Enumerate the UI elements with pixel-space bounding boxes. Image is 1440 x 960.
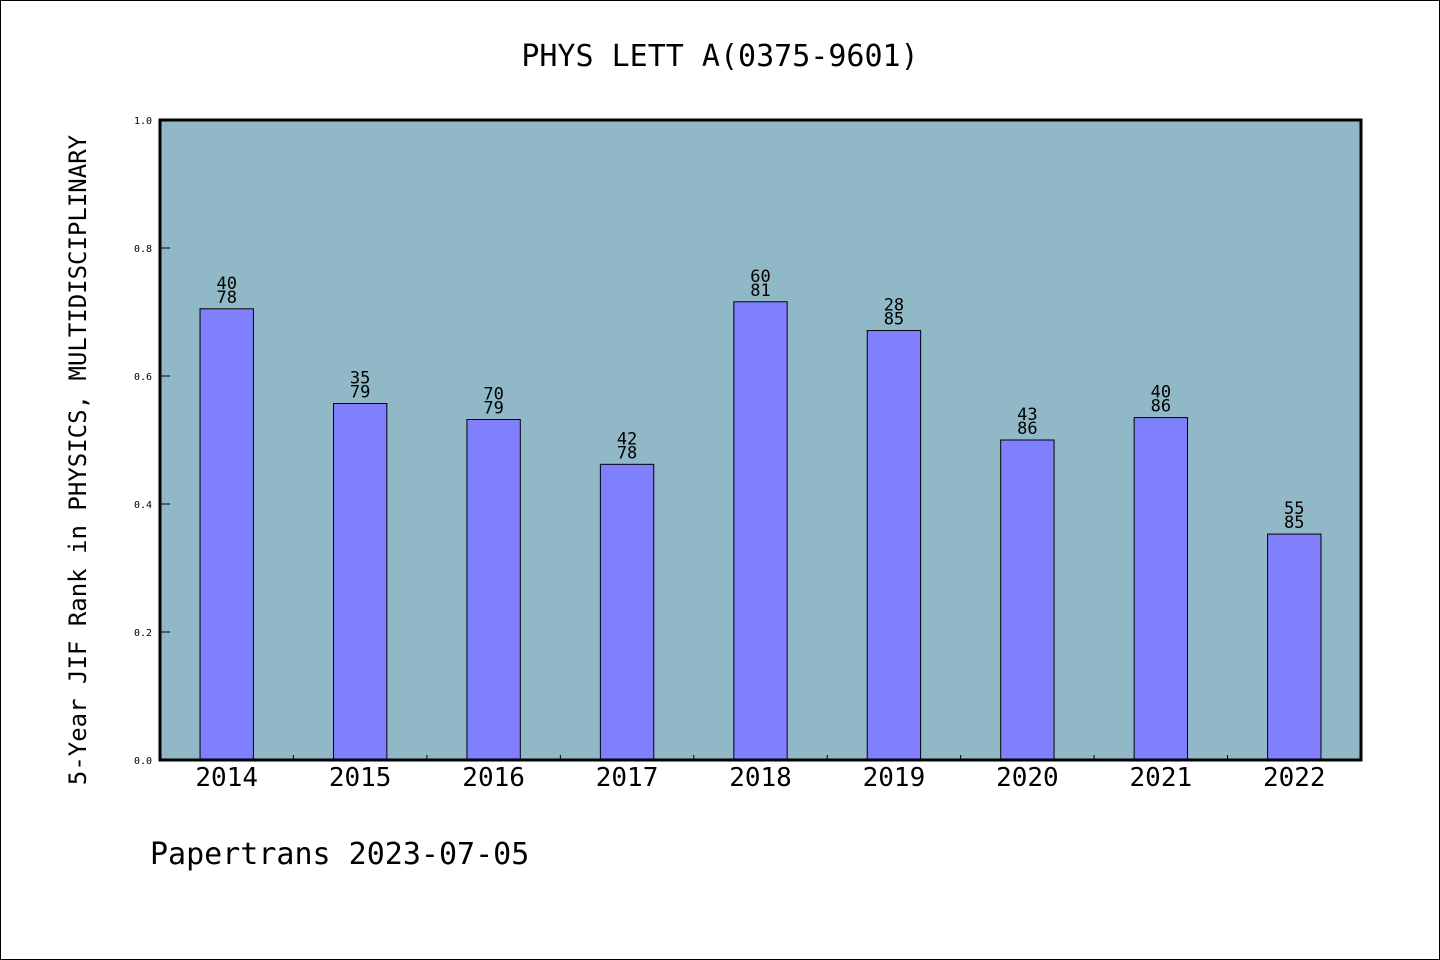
x-tick-label: 2022 (1263, 763, 1326, 793)
bar-rank-label: 40 (216, 274, 236, 294)
bar-total-label: 78 (617, 443, 637, 463)
bar-2016 (466, 419, 521, 761)
bar-total-label: 81 (750, 281, 770, 301)
chart-title: PHYS LETT A(0375-9601) (521, 39, 918, 74)
x-tick-label: 2019 (863, 763, 926, 793)
bar-total-label: 79 (483, 399, 503, 419)
bar-rank-label: 28 (884, 296, 904, 316)
y-tick-label: 0.6 (134, 372, 152, 383)
x-tick-labels: 2014 2015 2016 2017 2018 2019 2020 2021 2022 (195, 755, 1326, 793)
bar-rank-label: 40 (1151, 383, 1171, 403)
y-tick-label: 0.8 (134, 244, 152, 255)
bar-total-label: 86 (1151, 397, 1171, 417)
bar-rank-label: 42 (617, 429, 637, 449)
bar-total-label: 85 (1284, 513, 1304, 533)
y-tick-label: 1.0 (134, 116, 152, 127)
bar-rank-label: 43 (1017, 405, 1037, 425)
footer-stamp: Papertrans 2023-07-05 (150, 837, 529, 872)
y-tick-label: 0.4 (134, 500, 152, 511)
bar-2017 (599, 463, 655, 761)
bar-total-label: 86 (1017, 419, 1037, 439)
x-tick-label: 2018 (729, 763, 792, 793)
bar-total-label: 85 (884, 310, 904, 330)
y-tick-label: 0.0 (134, 756, 152, 767)
bar-total-label: 78 (216, 288, 236, 308)
x-tick-label: 2020 (996, 763, 1059, 793)
bar-2014 (199, 308, 254, 761)
bar-rank-label: 35 (350, 369, 370, 389)
bar-2019 (866, 330, 922, 761)
x-tick-label: 2021 (1130, 763, 1193, 793)
bar-2020 (1000, 439, 1055, 761)
x-tick-label: 2015 (329, 763, 392, 793)
x-tick-label: 2017 (596, 763, 659, 793)
bar-rank-label: 70 (483, 385, 503, 405)
x-tick-label: 2014 (195, 763, 258, 793)
bar-total-label: 79 (350, 383, 370, 403)
bar-2021 (1133, 417, 1189, 761)
bar-2022 (1267, 533, 1322, 761)
bar-2015 (332, 403, 388, 761)
plot-border (158, 118, 1363, 762)
y-axis-label: 5-Year JIF Rank in PHYSICS, MULTIDISCIPL… (64, 134, 92, 785)
bar-2018 (733, 301, 788, 761)
bar-rank-label: 60 (750, 267, 770, 287)
bar-rank-label: 55 (1284, 499, 1304, 519)
x-tick-label: 2016 (462, 763, 525, 793)
y-tick-label: 0.2 (134, 628, 152, 639)
